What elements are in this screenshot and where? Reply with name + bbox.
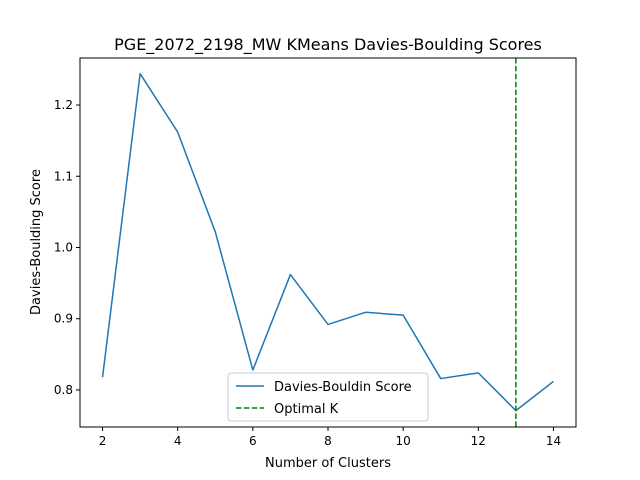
data-point [439,377,442,380]
x-tick-label: 2 [99,434,107,448]
data-point [176,131,179,134]
data-point [139,72,142,75]
y-tick-label: 1.1 [54,169,73,183]
series-line-score [101,72,554,412]
plot-area [80,58,576,427]
x-tick-label: 12 [471,434,486,448]
chart-title: PGE_2072_2198_MW KMeans Davies-Boulding … [114,35,542,55]
data-point [289,273,292,276]
data-point [402,314,405,317]
y-tick-label: 1.2 [54,98,73,112]
data-point [477,371,480,374]
plot-frame [79,57,577,428]
y-tick-label: 0.8 [54,383,73,397]
x-tick-label: 14 [546,434,561,448]
data-point [552,380,555,383]
legend-label-optimal-k: Optimal K [274,402,339,417]
legend-box [227,372,429,422]
y-tick-label: 0.9 [54,312,73,326]
data-point [327,323,330,326]
data-point [214,230,217,233]
data-point [101,376,104,379]
series-layer [101,58,555,427]
y-axis-label: Davies-Boulding Score [29,169,44,315]
x-tick-label: 6 [249,434,257,448]
legend: Davies-Bouldin Score Optimal K [227,372,429,422]
x-tick-label: 8 [324,434,332,448]
x-axis-ticks: 2 4 6 8 10 12 14 [99,427,561,448]
y-tick-label: 1.0 [54,240,73,254]
y-axis-ticks: 0.8 0.9 1.0 1.1 1.2 [54,98,80,397]
data-point [364,311,367,314]
legend-label-score: Davies-Bouldin Score [274,380,412,395]
data-point [251,369,254,372]
x-tick-label: 4 [174,434,182,448]
x-tick-label: 10 [396,434,411,448]
x-axis-label: Number of Clusters [265,456,391,471]
